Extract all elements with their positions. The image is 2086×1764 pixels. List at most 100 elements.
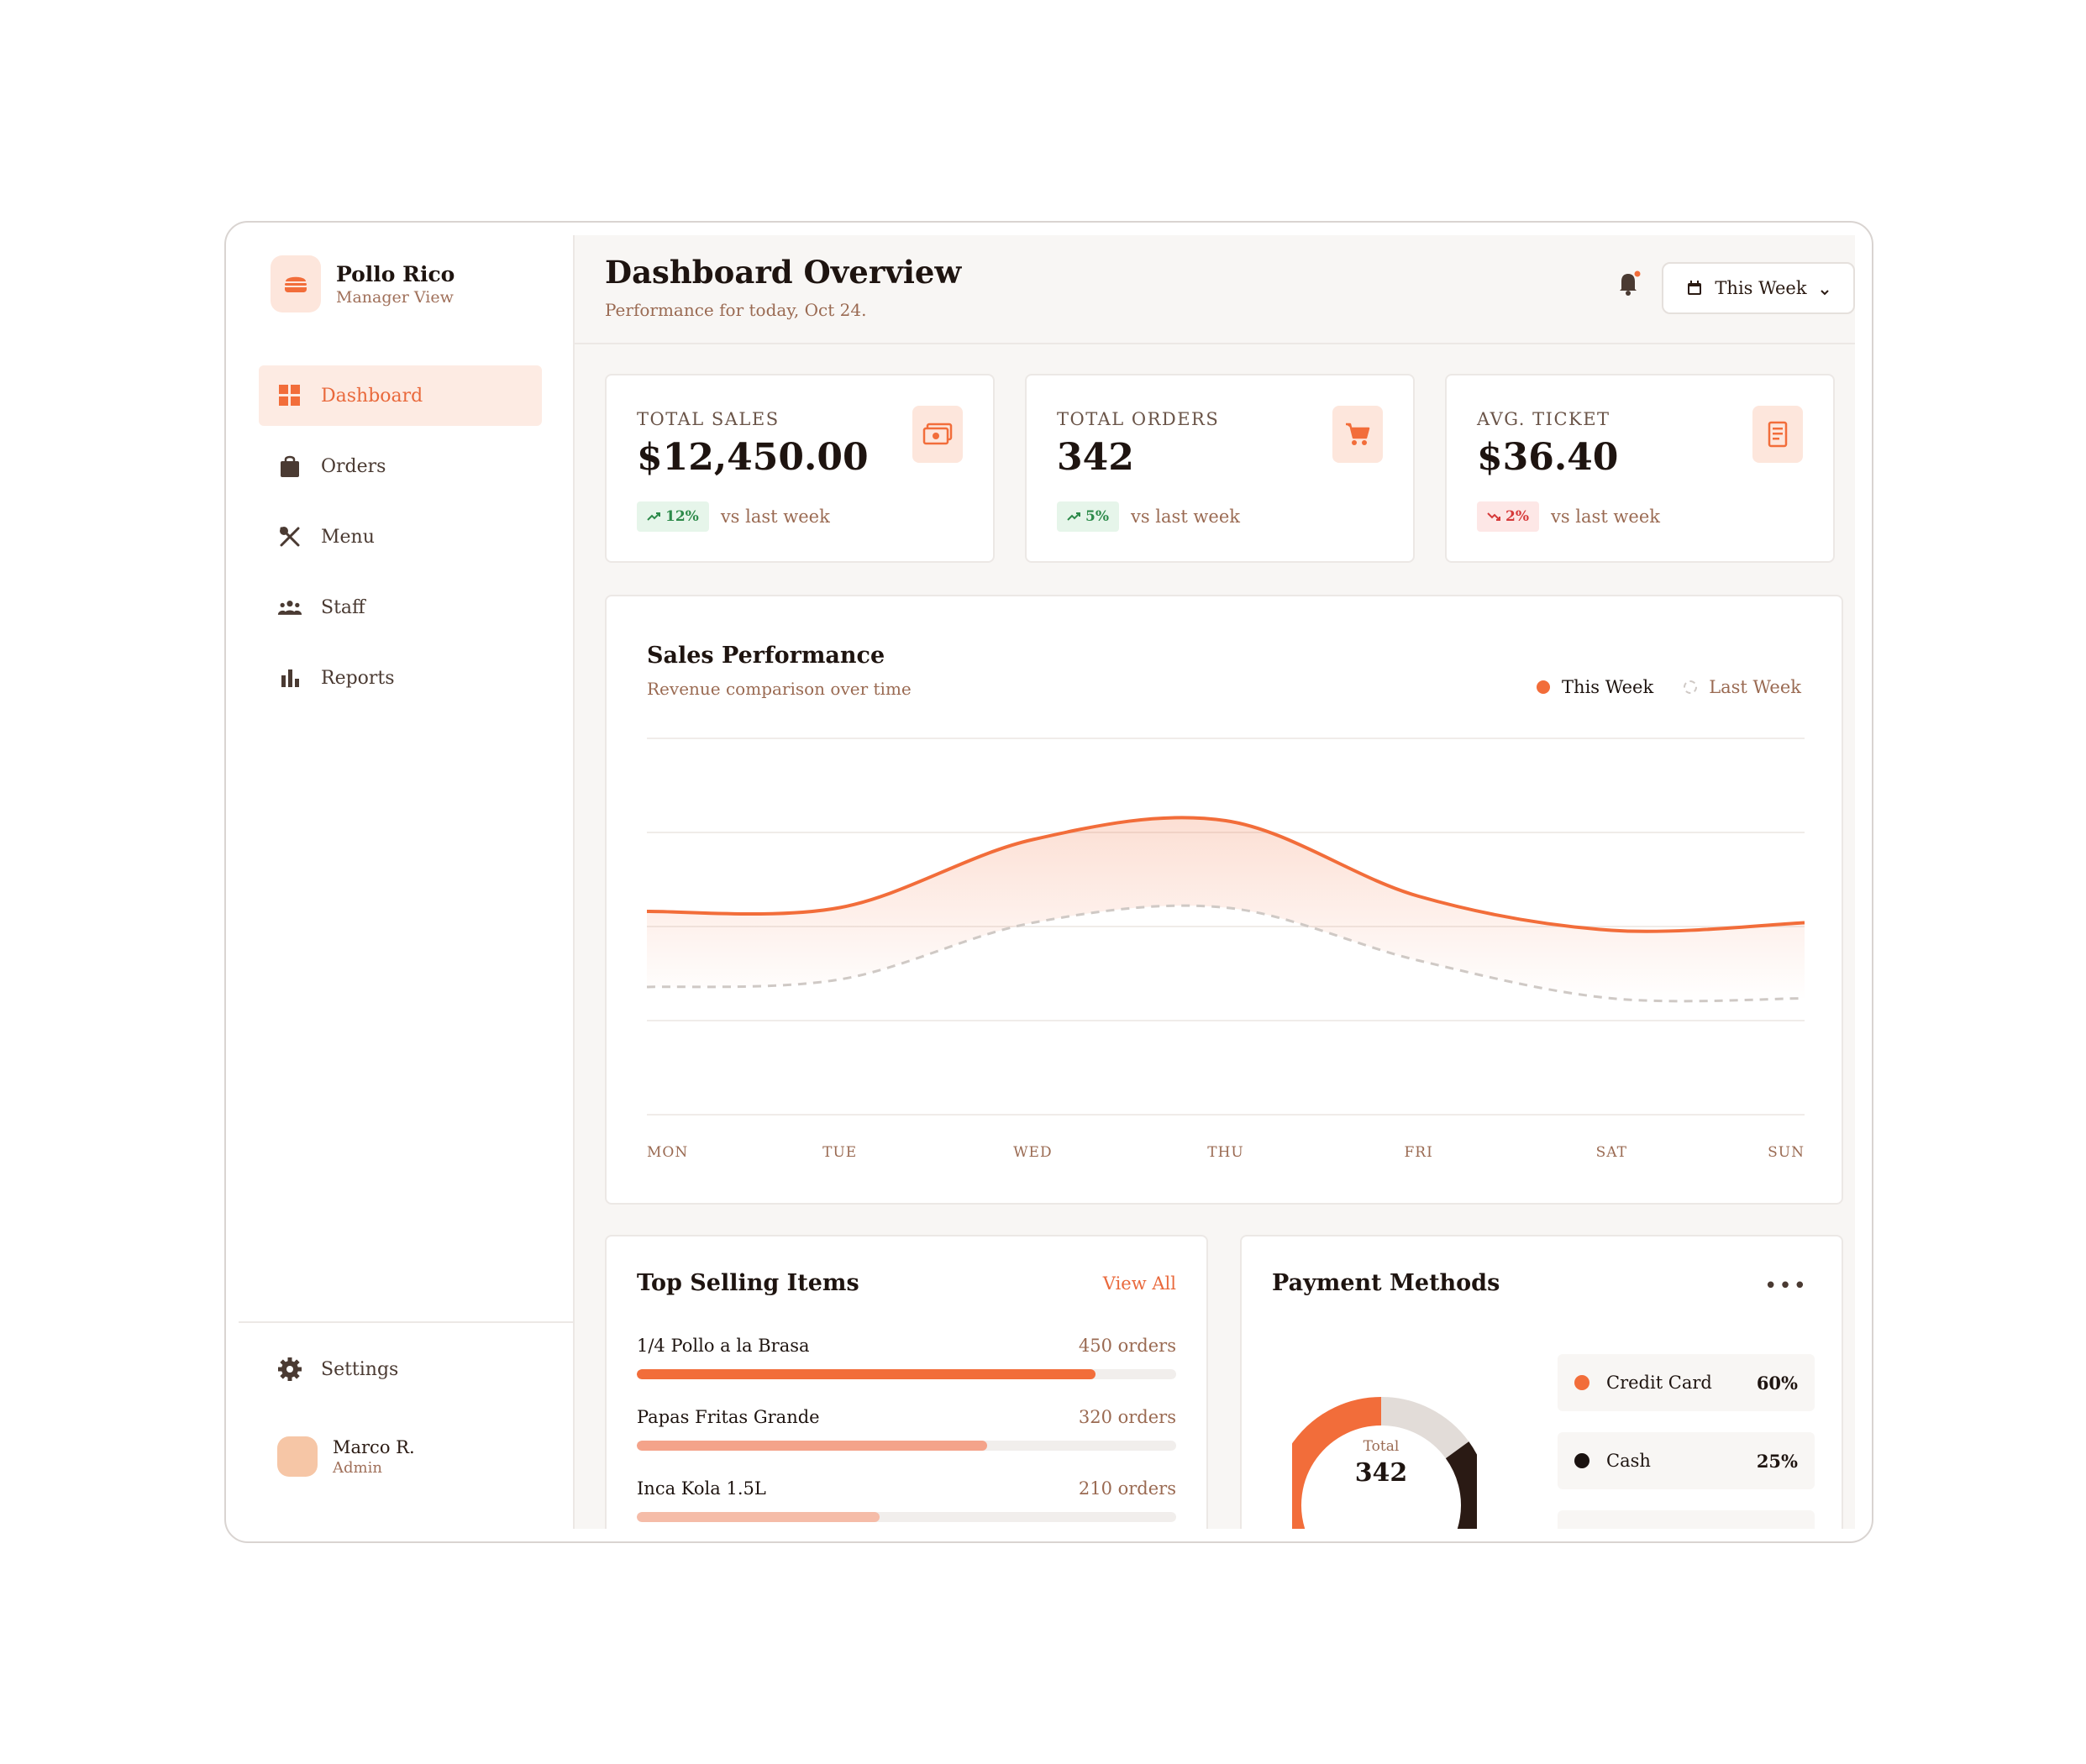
- legend-item-last-week[interactable]: Last Week: [1684, 677, 1801, 697]
- sidebar-item-menu[interactable]: Menu: [259, 507, 542, 567]
- utensils-icon: [277, 524, 302, 549]
- stat-label: TOTAL SALES: [637, 409, 780, 429]
- donut-total-label: Total: [1363, 1438, 1400, 1455]
- settings-button[interactable]: Settings: [277, 1357, 398, 1382]
- this-week-line: [647, 816, 1805, 933]
- payment-methods-card: Payment Methods ••• Total 342 Credit Car…: [1240, 1235, 1843, 1529]
- last-week-point[interactable]: [1606, 994, 1616, 1004]
- sales-line-chart: [647, 738, 1805, 1116]
- payment-row-cash[interactable]: Cash 25%: [1558, 1432, 1815, 1489]
- more-options-icon[interactable]: •••: [1763, 1273, 1808, 1299]
- this-week-point[interactable]: [835, 903, 845, 913]
- chart-title: Sales Performance: [647, 643, 885, 669]
- grid-icon: [277, 383, 302, 408]
- trend-up-icon: [647, 512, 660, 521]
- user-role: Admin: [333, 1458, 382, 1477]
- receipt-icon: [1752, 406, 1803, 463]
- gear-icon: [277, 1357, 302, 1382]
- sidebar-item-label: Menu: [321, 526, 375, 548]
- sidebar-item-label: Dashboard: [321, 385, 423, 407]
- this-week-point[interactable]: [1606, 926, 1616, 936]
- x-tick-label: SAT: [1595, 1144, 1627, 1161]
- stat-label: AVG. TICKET: [1477, 409, 1610, 429]
- list-item[interactable]: Papas Fritas Grande 320 orders: [637, 1407, 1176, 1466]
- change-value: 5%: [1085, 508, 1109, 525]
- calendar-icon: [1686, 280, 1703, 297]
- compare-text: vs last week: [720, 507, 830, 527]
- stat-label: TOTAL ORDERS: [1057, 409, 1220, 429]
- item-orders: 450 orders: [1078, 1336, 1176, 1356]
- last-week-point[interactable]: [1221, 903, 1231, 913]
- user-profile[interactable]: Marco R. Admin: [277, 1436, 415, 1477]
- legend-dot: [1574, 1453, 1589, 1468]
- user-name: Marco R.: [333, 1436, 415, 1457]
- top-selling-items-card: Top Selling Items View All 1/4 Pollo a l…: [605, 1235, 1208, 1529]
- settings-label: Settings: [321, 1358, 399, 1380]
- sidebar-item-label: Staff: [321, 596, 365, 618]
- main-content: Dashboard Overview Performance for today…: [575, 235, 1855, 1529]
- last-week-point[interactable]: [1027, 918, 1038, 928]
- this-week-point[interactable]: [1027, 835, 1038, 845]
- compare-text: vs last week: [1550, 507, 1660, 527]
- stat-value: 342: [1057, 436, 1134, 479]
- burger-icon: [271, 255, 321, 312]
- change-value: 12%: [665, 508, 699, 525]
- x-tick-label: THU: [1207, 1144, 1244, 1161]
- sidebar-divider: [239, 1321, 573, 1323]
- payment-name: Credit Card: [1606, 1373, 1712, 1393]
- trend-up-icon: [1067, 512, 1080, 521]
- progress-track: [637, 1512, 1176, 1522]
- legend-item-this-week[interactable]: This Week: [1537, 677, 1653, 697]
- cash-icon: [912, 406, 963, 463]
- sidebar-item-dashboard[interactable]: Dashboard: [259, 365, 542, 426]
- donut-slice[interactable]: [1437, 1441, 1477, 1529]
- this-week-area: [647, 817, 1805, 1001]
- x-tick-label: TUE: [822, 1144, 858, 1161]
- list-item[interactable]: 1/4 Pollo a la Brasa 450 orders: [637, 1336, 1176, 1394]
- item-orders: 210 orders: [1078, 1478, 1176, 1499]
- payment-row-other[interactable]: [1558, 1510, 1815, 1529]
- panel-title: Top Selling Items: [637, 1270, 859, 1296]
- page-subtitle: Performance for today, Oct 24.: [605, 300, 867, 320]
- x-tick-label: SUN: [1768, 1144, 1805, 1161]
- view-all-link[interactable]: View All: [1102, 1273, 1176, 1294]
- sidebar-nav: Dashboard Orders Menu Staff: [259, 365, 542, 718]
- trend-down-icon: [1487, 512, 1500, 521]
- last-week-point[interactable]: [1414, 956, 1424, 966]
- progress-fill: [637, 1441, 988, 1451]
- stat-card-total-sales[interactable]: TOTAL SALES $12,450.00 12% vs last week: [605, 374, 995, 563]
- donut-center: Total 342: [1331, 1438, 1432, 1488]
- sales-performance-card: Sales Performance Revenue comparison ove…: [605, 595, 1843, 1205]
- list-item[interactable]: Inca Kola 1.5L 210 orders: [637, 1478, 1176, 1529]
- date-range-label: This Week: [1715, 278, 1807, 298]
- bell-icon[interactable]: [1615, 269, 1643, 297]
- last-week-point[interactable]: [835, 974, 845, 984]
- sidebar-item-orders[interactable]: Orders: [259, 436, 542, 496]
- sidebar-item-label: Orders: [321, 455, 386, 477]
- payment-pct: 60%: [1756, 1372, 1798, 1394]
- item-name: Papas Fritas Grande: [637, 1407, 820, 1427]
- item-name: 1/4 Pollo a la Brasa: [637, 1336, 810, 1356]
- brand[interactable]: Pollo Rico Manager View: [271, 255, 455, 312]
- this-week-point[interactable]: [1221, 816, 1231, 826]
- x-axis-labels: MON TUE WED THU FRI SAT SUN: [647, 1144, 1805, 1164]
- compare-text: vs last week: [1130, 507, 1240, 527]
- sidebar-item-label: Reports: [321, 667, 395, 689]
- donut-slice[interactable]: [1292, 1397, 1437, 1529]
- this-week-point[interactable]: [1414, 891, 1424, 901]
- cart-icon: [1332, 406, 1383, 463]
- trend-up-badge: 12%: [637, 501, 709, 532]
- sidebar-item-staff[interactable]: Staff: [259, 577, 542, 638]
- chevron-down-icon: [1819, 282, 1831, 296]
- sidebar-item-reports[interactable]: Reports: [259, 648, 542, 708]
- payment-name: Cash: [1606, 1451, 1651, 1471]
- donut-slice[interactable]: [1380, 1397, 1469, 1459]
- date-range-select[interactable]: This Week: [1662, 262, 1855, 314]
- brand-subtitle: Manager View: [336, 287, 454, 307]
- item-orders: 320 orders: [1078, 1407, 1176, 1427]
- stat-card-total-orders[interactable]: TOTAL ORDERS 342 5% vs last week: [1025, 374, 1415, 563]
- stat-card-avg-ticket[interactable]: AVG. TICKET $36.40 2% vs last week: [1445, 374, 1835, 563]
- legend-label: This Week: [1562, 677, 1654, 697]
- payment-row-credit-card[interactable]: Credit Card 60%: [1558, 1354, 1815, 1411]
- sidebar: Pollo Rico Manager View Dashboard Orders: [239, 235, 575, 1529]
